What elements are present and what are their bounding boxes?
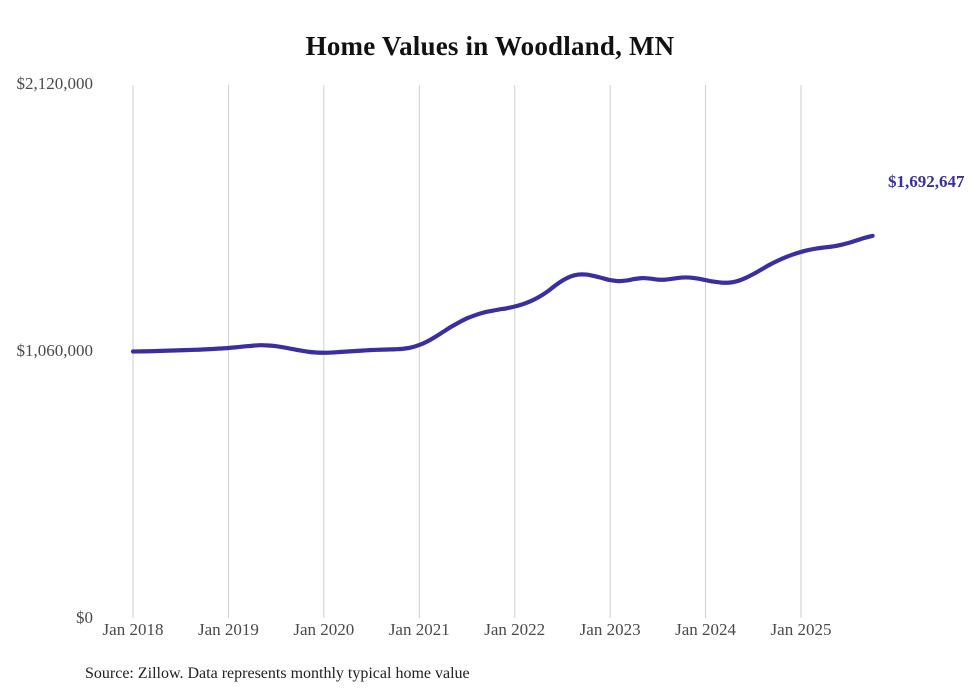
x-axis-tick-label: Jan 2023 [579,620,641,639]
y-axis-tick-top: $2,120,000 [16,74,94,93]
y-axis-tick-mid: $1,060,000 [16,341,94,360]
x-axis-tick-label: Jan 2019 [197,620,259,639]
chart-title: Home Values in Woodland, MN [305,31,675,61]
x-axis-tick-label: Jan 2024 [675,620,737,639]
y-axis-tick-zero: $0 [76,608,93,627]
x-axis-tick-label: Jan 2018 [102,620,164,639]
x-axis-tick-label: Jan 2022 [484,620,546,639]
series-end-value-label: $1,692,647 [888,172,965,191]
x-axis-tick-label: Jan 2021 [388,620,450,639]
series-line-typical-home-value [130,233,875,355]
x-axis-tick-label: Jan 2020 [293,620,355,639]
source-caption: Source: Zillow. Data represents monthly … [85,665,470,682]
x-axis-tick-label: Jan 2025 [770,620,832,639]
